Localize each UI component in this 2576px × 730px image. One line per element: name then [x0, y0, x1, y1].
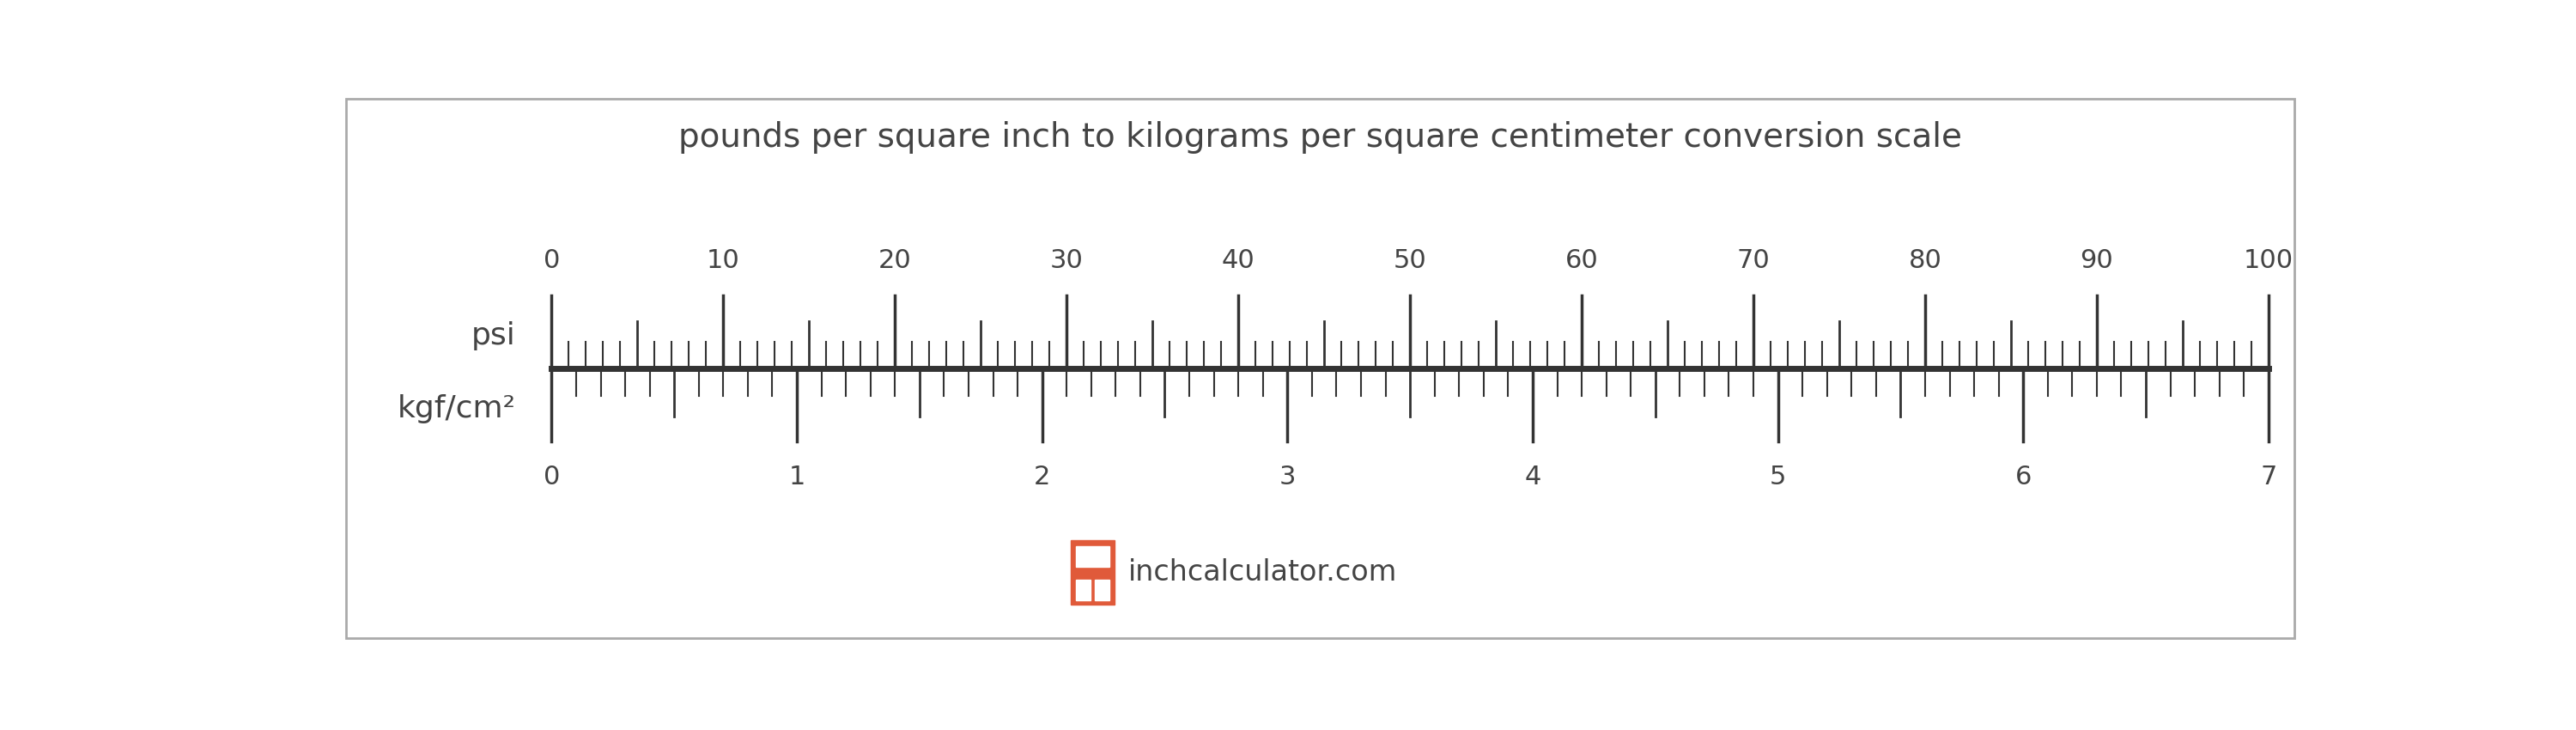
Text: 90: 90	[2081, 248, 2112, 273]
Text: kgf/cm²: kgf/cm²	[397, 394, 515, 423]
Text: 10: 10	[706, 248, 739, 273]
Text: 5: 5	[1770, 464, 1785, 489]
Bar	[1077, 580, 1090, 600]
Text: 2: 2	[1033, 464, 1051, 489]
Text: 80: 80	[1909, 248, 1942, 273]
Text: inchcalculator.com: inchcalculator.com	[1128, 558, 1399, 587]
Text: 70: 70	[1736, 248, 1770, 273]
Text: 1: 1	[788, 464, 806, 489]
Text: 0: 0	[544, 248, 559, 273]
Text: 100: 100	[2244, 248, 2293, 273]
Text: 7: 7	[2259, 464, 2277, 489]
Text: 60: 60	[1566, 248, 1597, 273]
Text: 50: 50	[1394, 248, 1427, 273]
Text: 4: 4	[1525, 464, 1540, 489]
Text: 0: 0	[544, 464, 559, 489]
Text: 20: 20	[878, 248, 912, 273]
Text: 40: 40	[1221, 248, 1255, 273]
Bar	[1077, 547, 1110, 567]
Text: 30: 30	[1051, 248, 1084, 273]
Text: 3: 3	[1280, 464, 1296, 489]
Bar	[1095, 580, 1110, 600]
Bar	[1072, 540, 1115, 604]
Text: psi: psi	[471, 321, 515, 350]
Text: 6: 6	[2014, 464, 2032, 489]
Text: pounds per square inch to kilograms per square centimeter conversion scale: pounds per square inch to kilograms per …	[677, 121, 1963, 154]
